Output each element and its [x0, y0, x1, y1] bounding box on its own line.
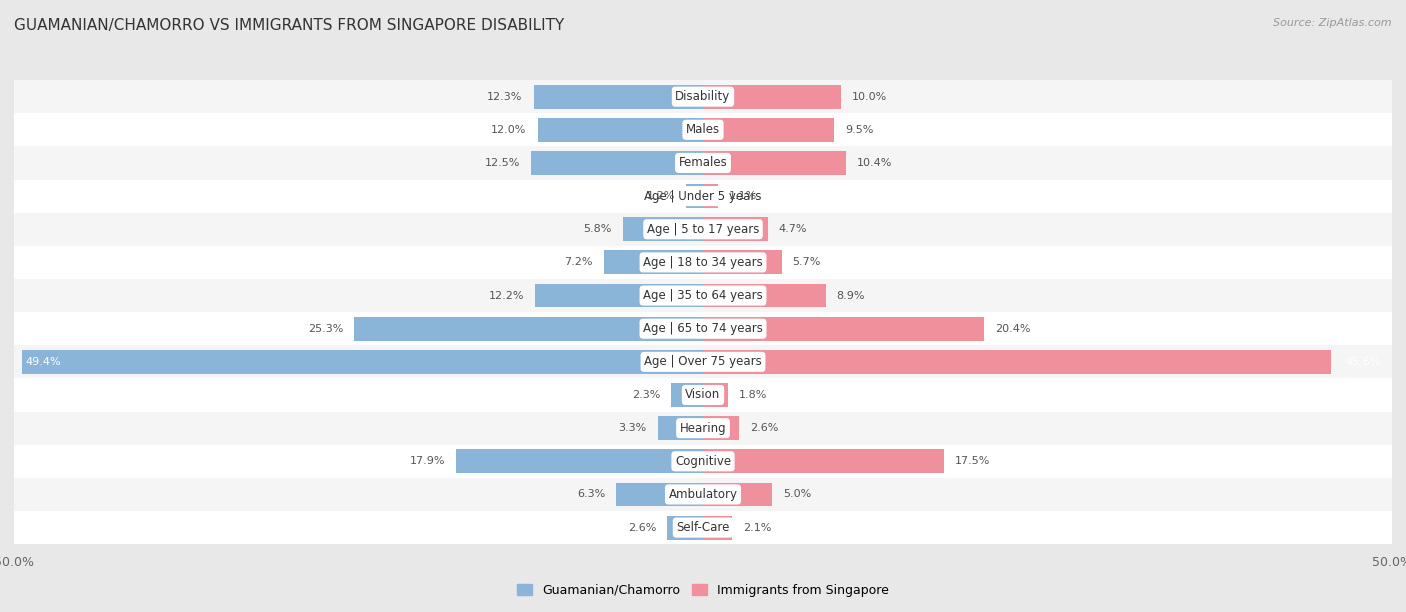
Text: 2.1%: 2.1% — [742, 523, 772, 532]
Bar — [14, 411, 1392, 445]
Bar — [531, 151, 703, 175]
Bar — [14, 146, 1392, 179]
Text: 4.7%: 4.7% — [779, 224, 807, 234]
Text: Age | 5 to 17 years: Age | 5 to 17 years — [647, 223, 759, 236]
Bar — [703, 250, 782, 274]
Bar — [14, 312, 1392, 345]
Bar — [703, 317, 984, 341]
Bar — [22, 350, 703, 374]
Legend: Guamanian/Chamorro, Immigrants from Singapore: Guamanian/Chamorro, Immigrants from Sing… — [512, 579, 894, 602]
Text: 10.0%: 10.0% — [852, 92, 887, 102]
Text: Females: Females — [679, 157, 727, 170]
Text: 49.4%: 49.4% — [25, 357, 60, 367]
Text: Ambulatory: Ambulatory — [668, 488, 738, 501]
Text: 1.2%: 1.2% — [647, 191, 675, 201]
Text: Disability: Disability — [675, 90, 731, 103]
Bar — [14, 279, 1392, 312]
Bar — [703, 283, 825, 307]
Text: 45.6%: 45.6% — [1346, 357, 1381, 367]
Text: 5.8%: 5.8% — [583, 224, 612, 234]
Text: Vision: Vision — [685, 389, 721, 401]
Text: 2.6%: 2.6% — [627, 523, 657, 532]
Bar — [354, 317, 703, 341]
Bar — [14, 478, 1392, 511]
Bar — [14, 378, 1392, 411]
Text: Age | 35 to 64 years: Age | 35 to 64 years — [643, 289, 763, 302]
Bar — [703, 350, 1331, 374]
Bar — [703, 482, 772, 506]
Bar — [14, 113, 1392, 146]
Bar — [703, 516, 733, 540]
Bar — [703, 217, 768, 241]
Bar — [703, 118, 834, 142]
Bar — [668, 516, 703, 540]
Bar — [703, 84, 841, 108]
Text: Age | Over 75 years: Age | Over 75 years — [644, 356, 762, 368]
Text: 6.3%: 6.3% — [576, 490, 605, 499]
Bar — [534, 283, 703, 307]
Text: 9.5%: 9.5% — [845, 125, 873, 135]
Bar — [14, 212, 1392, 246]
Bar — [14, 345, 1392, 378]
Text: 5.0%: 5.0% — [783, 490, 811, 499]
Bar — [14, 80, 1392, 113]
Bar — [533, 84, 703, 108]
Bar — [703, 383, 728, 407]
Text: 5.7%: 5.7% — [793, 258, 821, 267]
Bar — [14, 511, 1392, 544]
Text: 17.5%: 17.5% — [955, 457, 991, 466]
Bar — [671, 383, 703, 407]
Bar — [623, 217, 703, 241]
Text: Hearing: Hearing — [679, 422, 727, 435]
Bar — [616, 482, 703, 506]
Bar — [686, 184, 703, 208]
Text: 10.4%: 10.4% — [858, 158, 893, 168]
Text: 1.1%: 1.1% — [730, 191, 758, 201]
Text: 12.5%: 12.5% — [484, 158, 520, 168]
Text: Cognitive: Cognitive — [675, 455, 731, 468]
Text: Males: Males — [686, 123, 720, 136]
Bar — [14, 179, 1392, 212]
Text: 17.9%: 17.9% — [409, 457, 446, 466]
Text: Age | Under 5 years: Age | Under 5 years — [644, 190, 762, 203]
Text: 3.3%: 3.3% — [619, 423, 647, 433]
Text: Source: ZipAtlas.com: Source: ZipAtlas.com — [1274, 18, 1392, 28]
Text: 12.2%: 12.2% — [488, 291, 524, 300]
Bar — [603, 250, 703, 274]
Bar — [14, 445, 1392, 478]
Text: 12.3%: 12.3% — [486, 92, 523, 102]
Text: 2.6%: 2.6% — [749, 423, 779, 433]
Bar — [703, 151, 846, 175]
Bar — [537, 118, 703, 142]
Text: 12.0%: 12.0% — [491, 125, 527, 135]
Text: 20.4%: 20.4% — [995, 324, 1031, 334]
Bar — [14, 246, 1392, 279]
Text: Self-Care: Self-Care — [676, 521, 730, 534]
Text: 2.3%: 2.3% — [631, 390, 661, 400]
Text: 8.9%: 8.9% — [837, 291, 865, 300]
Text: 25.3%: 25.3% — [308, 324, 343, 334]
Text: 1.8%: 1.8% — [738, 390, 768, 400]
Bar — [658, 416, 703, 440]
Text: Age | 65 to 74 years: Age | 65 to 74 years — [643, 322, 763, 335]
Text: 7.2%: 7.2% — [564, 258, 593, 267]
Bar — [703, 416, 738, 440]
Bar — [703, 449, 945, 473]
Bar — [703, 184, 718, 208]
Text: GUAMANIAN/CHAMORRO VS IMMIGRANTS FROM SINGAPORE DISABILITY: GUAMANIAN/CHAMORRO VS IMMIGRANTS FROM SI… — [14, 18, 564, 34]
Bar — [457, 449, 703, 473]
Text: Age | 18 to 34 years: Age | 18 to 34 years — [643, 256, 763, 269]
